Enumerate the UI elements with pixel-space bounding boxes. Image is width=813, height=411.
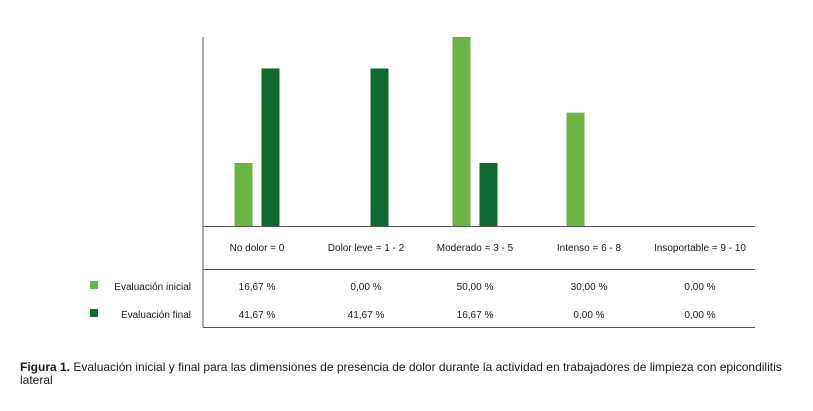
bar-inicial-0 bbox=[234, 162, 253, 226]
legend-label-0: Evaluación inicial bbox=[114, 282, 191, 293]
legend-label-1: Evaluación final bbox=[121, 310, 191, 321]
data-label-1-1: 41,67 % bbox=[348, 310, 385, 321]
figure-caption: Figura 1. Evaluación inicial y final par… bbox=[20, 361, 810, 387]
data-label-1-4: 0,00 % bbox=[684, 310, 715, 321]
data-label-1-2: 16,67 % bbox=[457, 310, 494, 321]
data-label-0-1: 0,00 % bbox=[350, 282, 381, 293]
category-label-4: Insoportable = 9 - 10 bbox=[654, 243, 746, 254]
category-label-2: Moderado = 3 - 5 bbox=[437, 243, 514, 254]
data-table-cells: 16,67 % 0,00 % 50,00 % 30,00 % 0,00 % 41,67 %… bbox=[239, 282, 716, 321]
caption-text: Evaluación inicial y final para las dime… bbox=[20, 360, 782, 387]
table-grid bbox=[202, 37, 755, 328]
data-label-0-4: 0,00 % bbox=[684, 282, 715, 293]
category-label-0: No dolor = 0 bbox=[230, 243, 285, 254]
legend-swatch-1 bbox=[90, 309, 98, 317]
data-label-1-3: 0,00 % bbox=[573, 310, 604, 321]
bars-group bbox=[234, 37, 585, 226]
data-label-0-2: 50,00 % bbox=[457, 282, 494, 293]
caption-label: Figura 1. bbox=[20, 360, 71, 374]
bar-final-1 bbox=[370, 68, 389, 226]
data-label-0-3: 30,00 % bbox=[571, 282, 608, 293]
legend: Evaluación inicial Evaluación final bbox=[90, 281, 191, 321]
bar-chart: No dolor = 0 Dolor leve = 1 - 2 Moderado =… bbox=[90, 37, 755, 328]
bar-inicial-2 bbox=[452, 37, 471, 226]
category-labels: No dolor = 0 Dolor leve = 1 - 2 Moderado =… bbox=[230, 243, 747, 254]
data-label-0-0: 16,67 % bbox=[239, 282, 276, 293]
bar-final-2 bbox=[479, 162, 498, 226]
category-label-1: Dolor leve = 1 - 2 bbox=[328, 243, 405, 254]
bar-final-0 bbox=[261, 68, 280, 226]
data-label-1-0: 41,67 % bbox=[239, 310, 276, 321]
category-label-3: Intenso = 6 - 8 bbox=[557, 243, 622, 254]
bar-inicial-3 bbox=[566, 112, 585, 226]
legend-swatch-0 bbox=[90, 281, 98, 289]
